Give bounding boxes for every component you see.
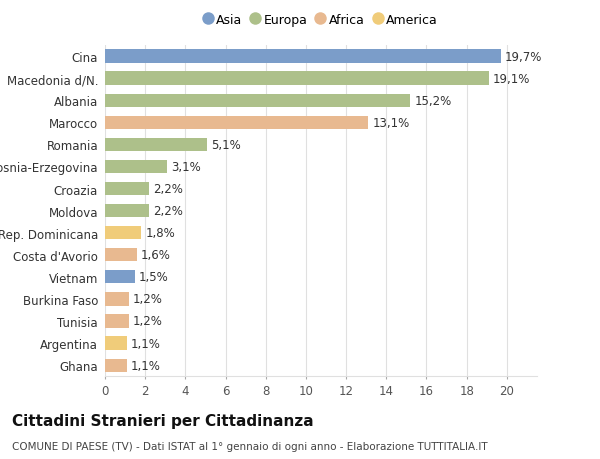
Bar [105, 73, 489, 85]
Text: 1,8%: 1,8% [145, 227, 175, 240]
Legend: Asia, Europa, Africa, America: Asia, Europa, Africa, America [200, 9, 442, 32]
Text: COMUNE DI PAESE (TV) - Dati ISTAT al 1° gennaio di ogni anno - Elaborazione TUTT: COMUNE DI PAESE (TV) - Dati ISTAT al 1° … [12, 441, 488, 451]
Bar [105, 249, 137, 262]
Text: 1,2%: 1,2% [133, 293, 163, 306]
Text: 1,1%: 1,1% [131, 359, 161, 372]
Bar [105, 139, 208, 151]
Text: 13,1%: 13,1% [372, 117, 409, 129]
Bar [105, 315, 129, 328]
Bar [105, 117, 368, 129]
Text: 19,1%: 19,1% [493, 73, 530, 85]
Bar [105, 271, 135, 284]
Bar [105, 293, 129, 306]
Bar [105, 161, 167, 174]
Bar [105, 205, 149, 218]
Bar [105, 183, 149, 196]
Bar [105, 337, 127, 350]
Bar [105, 359, 127, 372]
Text: Cittadini Stranieri per Cittadinanza: Cittadini Stranieri per Cittadinanza [12, 413, 314, 428]
Bar [105, 227, 141, 240]
Bar [105, 50, 501, 63]
Text: 2,2%: 2,2% [153, 183, 183, 196]
Text: 1,2%: 1,2% [133, 315, 163, 328]
Text: 1,1%: 1,1% [131, 337, 161, 350]
Text: 2,2%: 2,2% [153, 205, 183, 218]
Bar [105, 95, 410, 107]
Text: 1,5%: 1,5% [139, 271, 169, 284]
Text: 1,6%: 1,6% [141, 249, 171, 262]
Text: 3,1%: 3,1% [172, 161, 201, 174]
Text: 5,1%: 5,1% [211, 139, 241, 151]
Text: 15,2%: 15,2% [415, 95, 452, 107]
Text: 19,7%: 19,7% [505, 50, 542, 63]
